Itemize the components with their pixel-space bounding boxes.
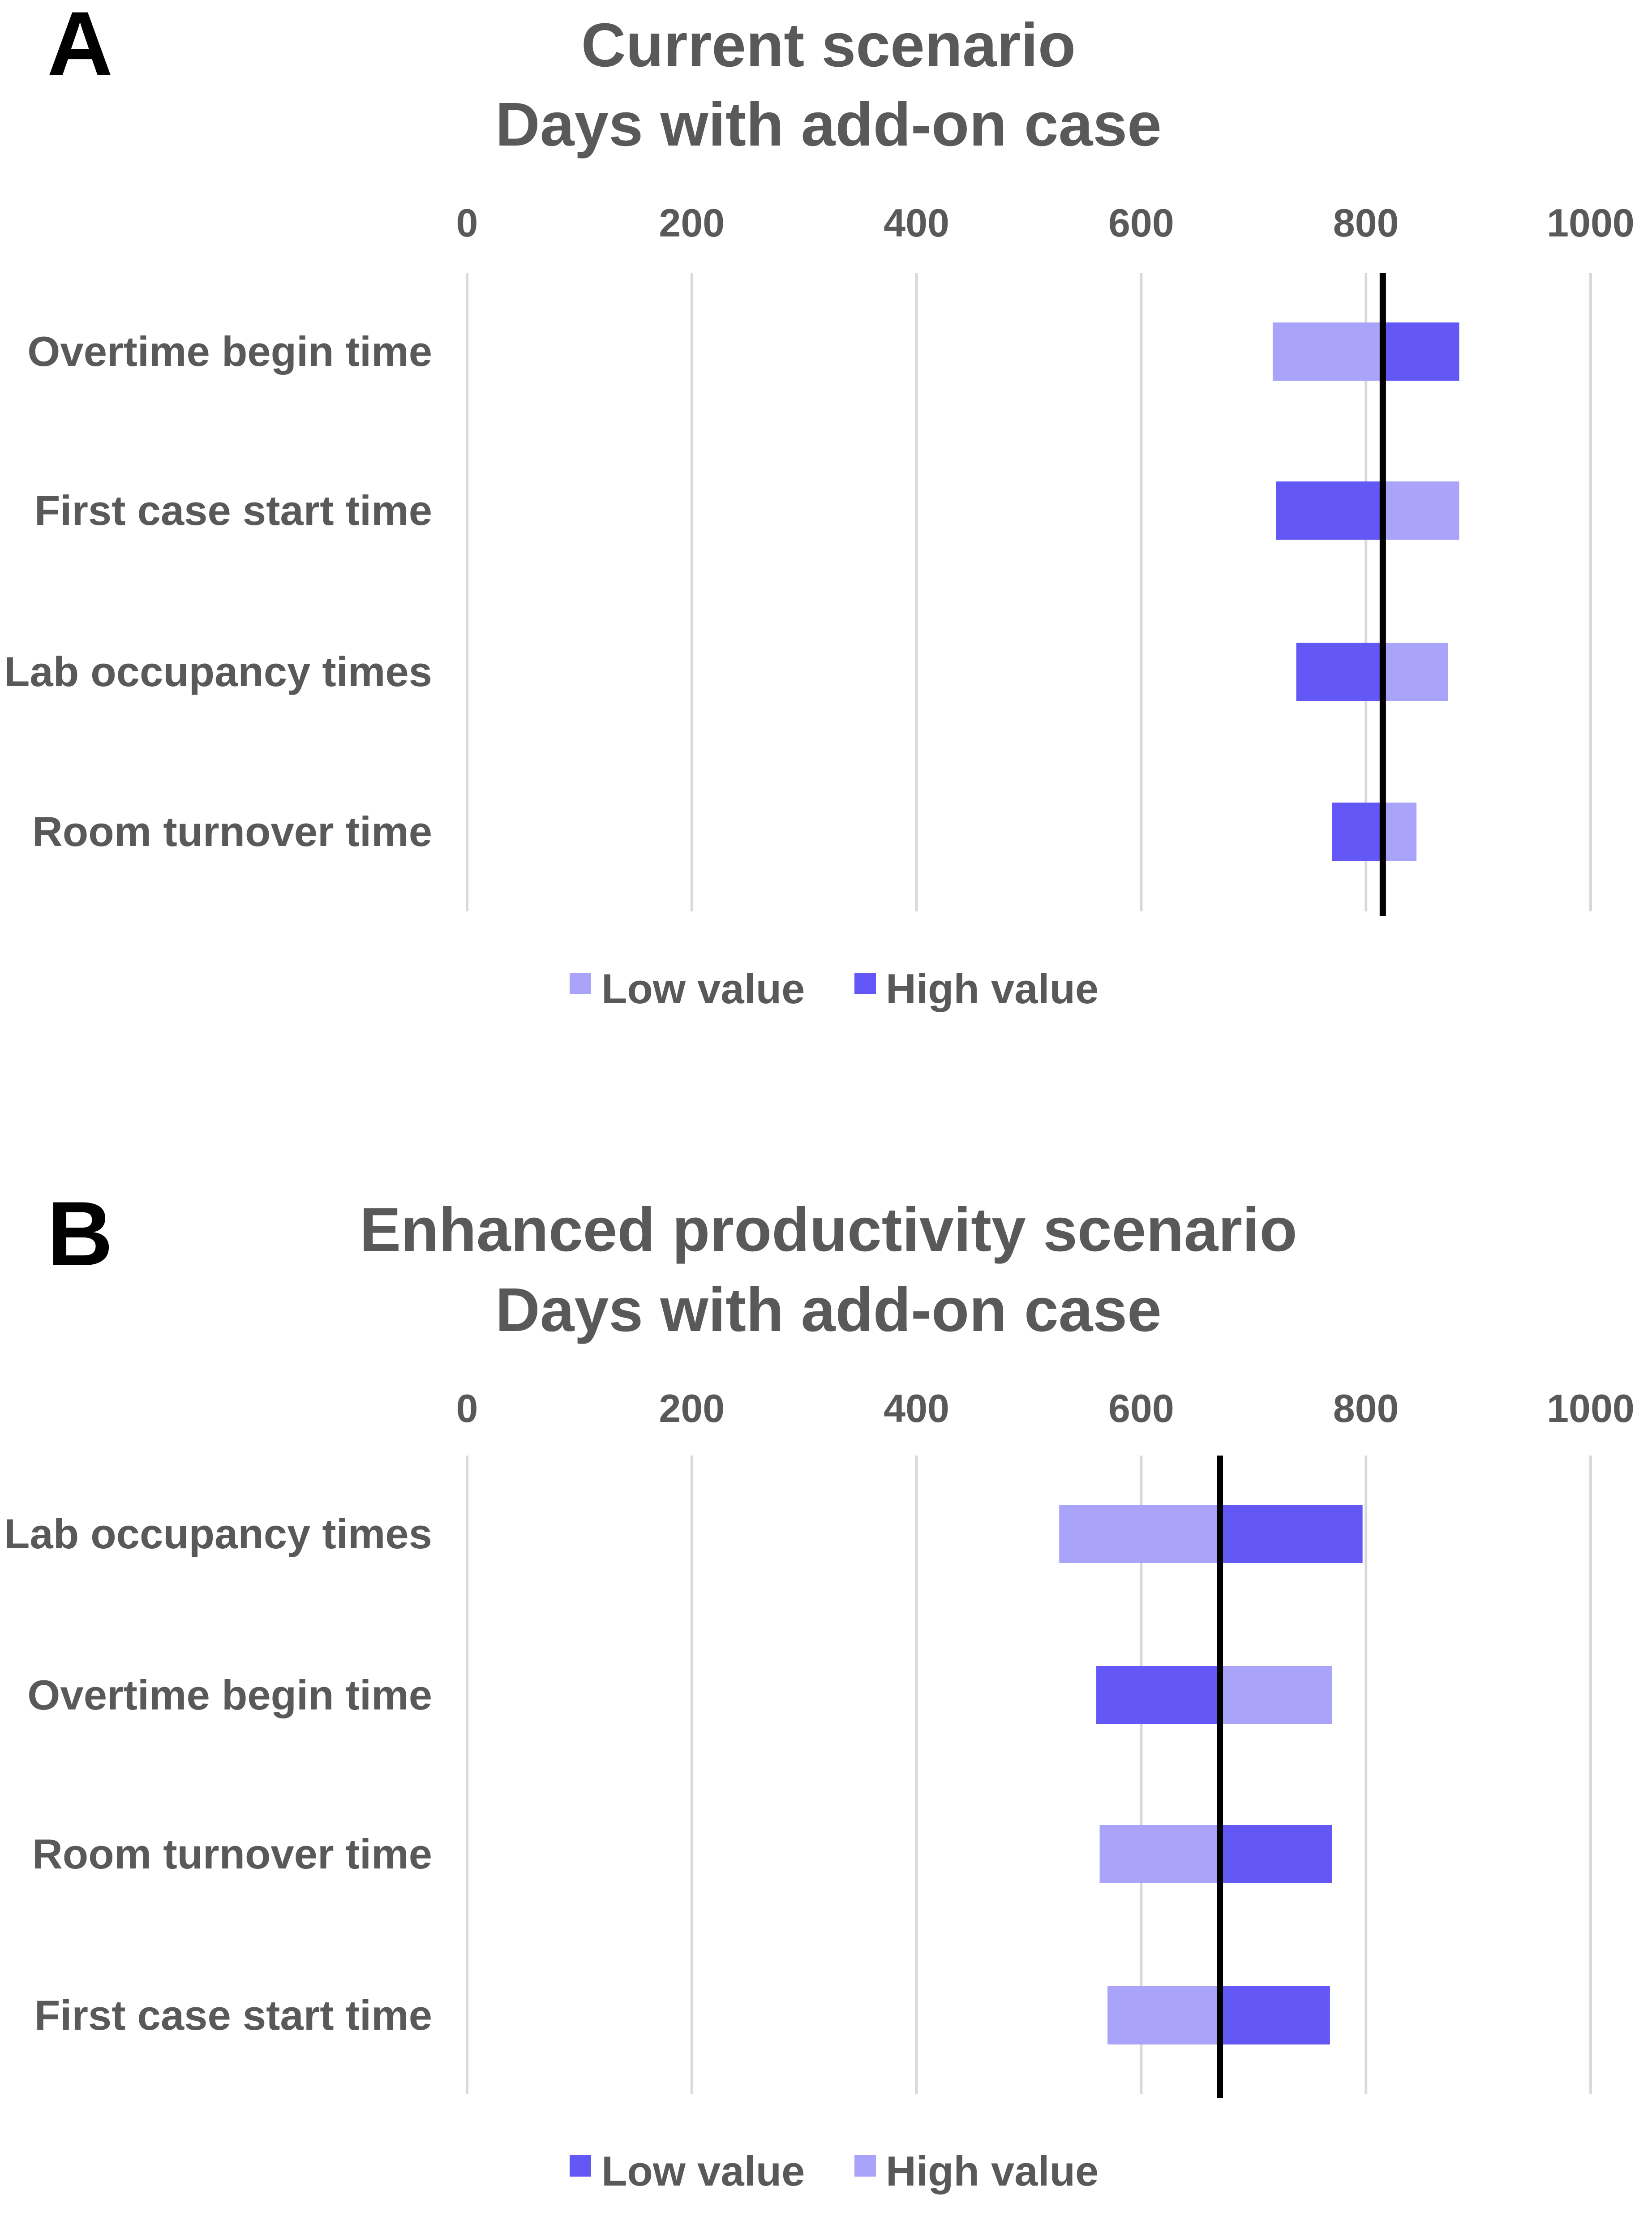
- panel-letter: B: [47, 1183, 113, 1285]
- legend-swatch: [854, 2155, 876, 2177]
- category-label: Room turnover time: [32, 1830, 432, 1877]
- bar-high-value: [1059, 1505, 1220, 1563]
- category-label: Lab occupancy times: [4, 1510, 432, 1557]
- chart-panel-b: B Enhanced productivity scenario Days with…: [4, 1183, 1635, 2195]
- x-tick-label: 1000: [1547, 201, 1635, 245]
- x-tick-label: 200: [659, 201, 725, 245]
- panel-letter: A: [47, 0, 113, 95]
- legend-swatch: [854, 973, 876, 994]
- legend-swatch: [570, 973, 591, 994]
- bar-high-value: [1107, 1986, 1220, 2044]
- x-tick-label: 1000: [1547, 1386, 1635, 1430]
- bar-high-value: [1332, 803, 1383, 861]
- legend: Low value High value: [570, 2147, 1098, 2195]
- bar-low-value: [1096, 1666, 1220, 1724]
- legend-label: High value: [886, 2147, 1098, 2195]
- chart-title-line: Current scenario: [581, 11, 1076, 80]
- x-tick-label: 800: [1333, 1386, 1399, 1430]
- bar-high-value: [1296, 643, 1383, 701]
- category-label: First case start time: [34, 487, 432, 534]
- x-tick-label: 800: [1333, 201, 1399, 245]
- x-tick-label: 0: [456, 201, 478, 245]
- chart-title-line: Enhanced productivity scenario: [360, 1195, 1297, 1264]
- bar-high-value: [1276, 481, 1383, 540]
- x-tick-label: 0: [456, 1386, 478, 1430]
- bar-low-value: [1220, 1986, 1330, 2044]
- x-tick-label: 400: [884, 201, 949, 245]
- legend-swatch: [570, 2155, 591, 2177]
- bar-high-value: [1220, 1666, 1332, 1724]
- chart-title-line: Days with add-on case: [495, 90, 1162, 159]
- category-label: Overtime begin time: [27, 1671, 432, 1718]
- category-label: Overtime begin time: [27, 328, 432, 375]
- category-label: Room turnover time: [32, 808, 432, 855]
- bar-high-value: [1382, 322, 1459, 381]
- bar-low-value: [1220, 1825, 1332, 1883]
- category-label: Lab occupancy times: [4, 648, 432, 695]
- x-tick-label: 200: [659, 1386, 725, 1430]
- bar-low-value: [1382, 481, 1459, 540]
- x-tick-label: 600: [1108, 1386, 1174, 1430]
- bar-low-value: [1382, 803, 1417, 861]
- legend-label: Low value: [601, 2147, 805, 2195]
- category-label: First case start time: [34, 1992, 432, 2039]
- legend-label: Low value: [601, 965, 805, 1012]
- x-tick-label: 400: [884, 1386, 949, 1430]
- legend-label: High value: [886, 965, 1098, 1012]
- x-tick-label: 600: [1108, 201, 1174, 245]
- chart-title-line: Days with add-on case: [495, 1276, 1162, 1344]
- legend: Low value High value: [570, 965, 1098, 1012]
- bar-high-value: [1099, 1825, 1220, 1883]
- bar-low-value: [1272, 322, 1383, 381]
- chart-panel-a: A Current scenario Days with add-on case 0 2…: [4, 0, 1635, 1012]
- bar-low-value: [1220, 1505, 1363, 1563]
- bar-low-value: [1382, 643, 1448, 701]
